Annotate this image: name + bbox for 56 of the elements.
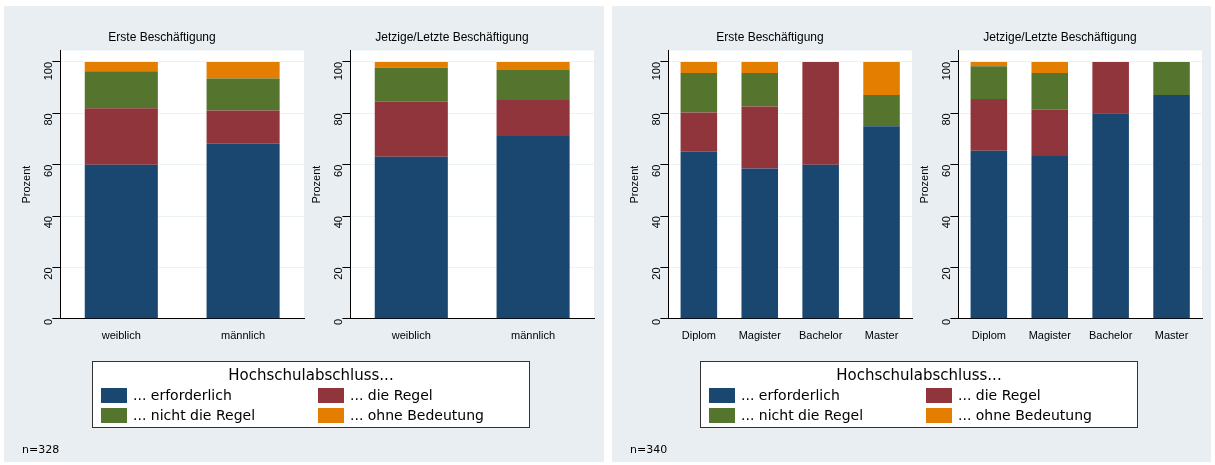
- y-tick-label: 40: [650, 216, 663, 229]
- y-tick-label: 40: [940, 216, 953, 229]
- x-tick-label: Magister: [738, 329, 782, 342]
- y-axis-title: Prozent: [627, 165, 640, 204]
- y-axis-title: Prozent: [309, 165, 322, 204]
- legend-label: ... die Regel: [350, 387, 433, 403]
- y-tick-label: 60: [940, 164, 953, 177]
- y-tick-label: 100: [332, 61, 345, 81]
- chart-title: Erste Beschäftigung: [108, 29, 216, 44]
- y-tick-label: 100: [650, 61, 663, 81]
- chart-title: Jetzige/Letzte Beschäftigung: [375, 29, 529, 44]
- y-tick-label: 20: [42, 267, 55, 280]
- x-tick-label: Bachelor: [798, 329, 843, 342]
- text: n=340: [630, 443, 668, 456]
- y-tick-label: 80: [650, 113, 663, 126]
- y-tick-label: 20: [940, 267, 953, 280]
- x-tick-label: weiblich: [100, 329, 141, 342]
- y-tick-label: 0: [42, 318, 55, 325]
- chart-title: Jetzige/Letzte Beschäftigung: [983, 29, 1137, 44]
- y-tick-label: 40: [42, 216, 55, 229]
- y-tick-label: 80: [332, 113, 345, 126]
- x-tick-label: männlich: [511, 329, 556, 342]
- x-tick-label: Bachelor: [1088, 329, 1133, 342]
- legend-label: ... erforderlich: [133, 387, 232, 403]
- x-tick-label: Master: [1154, 329, 1189, 342]
- legend-label: ... die Regel: [958, 387, 1041, 403]
- legend-label: ... ohne Bedeutung: [958, 407, 1092, 423]
- y-tick-label: 100: [42, 61, 55, 81]
- text: n=328: [22, 443, 60, 456]
- y-tick-label: 80: [42, 113, 55, 126]
- x-tick-label: Diplom: [681, 329, 716, 342]
- y-tick-label: 60: [42, 164, 55, 177]
- y-tick-label: 0: [332, 318, 345, 325]
- y-tick-label: 60: [650, 164, 663, 177]
- chart-title: Erste Beschäftigung: [716, 29, 824, 44]
- y-tick-label: 60: [332, 164, 345, 177]
- y-tick-label: 100: [940, 61, 953, 81]
- legend-label: ... erforderlich: [741, 387, 840, 403]
- y-tick-label: 0: [650, 318, 663, 325]
- legend-label: ... nicht die Regel: [741, 407, 864, 423]
- legend-label: ... nicht die Regel: [133, 407, 256, 423]
- x-tick-label: Master: [864, 329, 899, 342]
- y-axis-title: Prozent: [19, 165, 32, 204]
- y-axis-title: Prozent: [917, 165, 930, 204]
- y-tick-label: 80: [940, 113, 953, 126]
- x-tick-label: männlich: [221, 329, 266, 342]
- y-tick-label: 20: [332, 267, 345, 280]
- x-tick-label: weiblich: [390, 329, 431, 342]
- x-tick-label: Diplom: [971, 329, 1006, 342]
- legend-title: Hochschulabschluss...: [227, 366, 395, 384]
- legend-label: ... ohne Bedeutung: [350, 407, 484, 423]
- y-tick-label: 20: [650, 267, 663, 280]
- x-tick-label: Magister: [1028, 329, 1072, 342]
- legend-title: Hochschulabschluss...: [835, 366, 1003, 384]
- y-tick-label: 0: [940, 318, 953, 325]
- y-tick-label: 40: [332, 216, 345, 229]
